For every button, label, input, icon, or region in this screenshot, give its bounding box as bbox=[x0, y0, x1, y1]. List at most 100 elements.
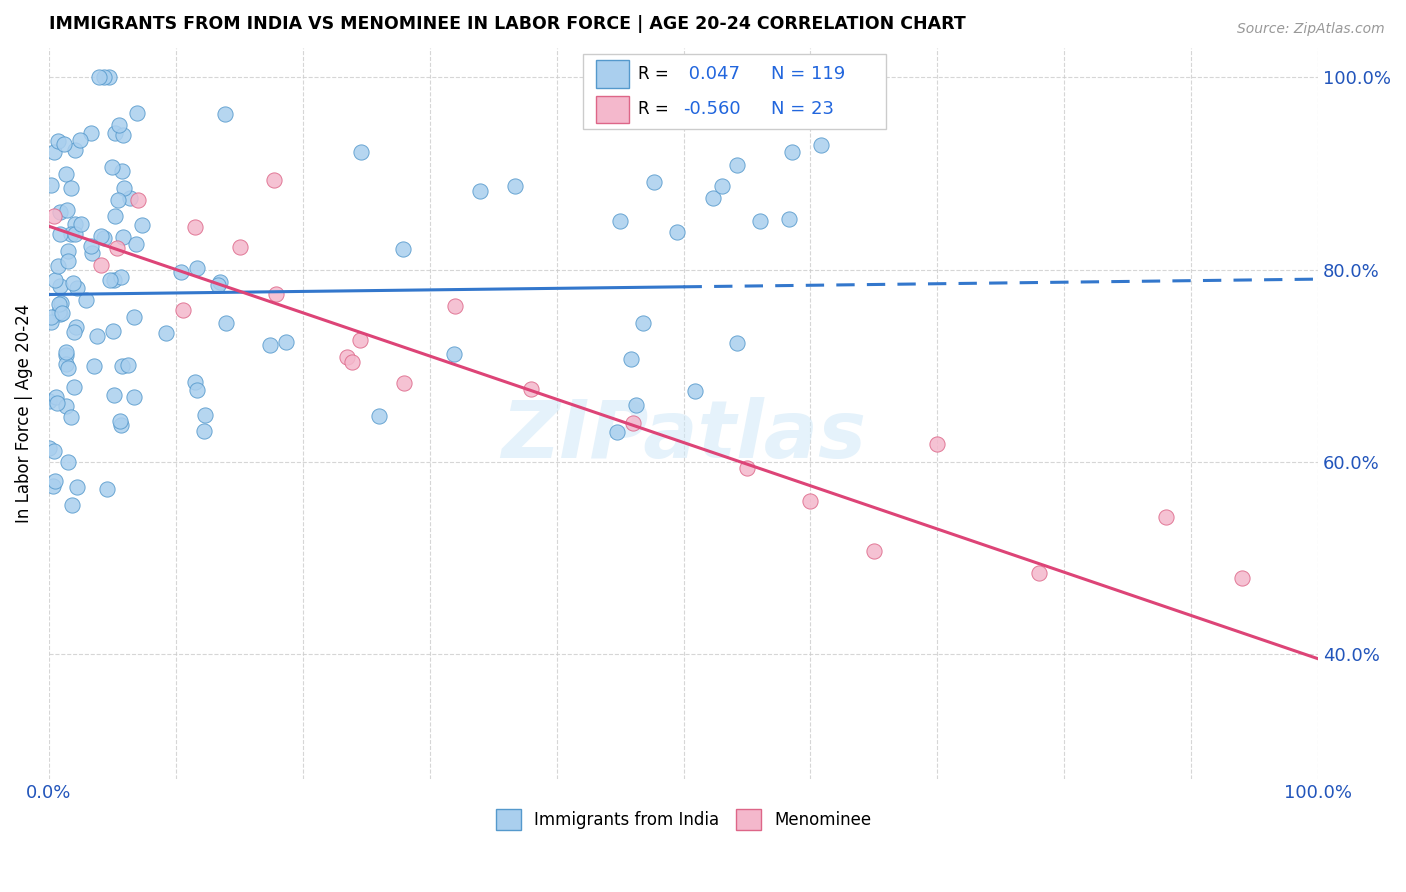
Point bbox=[63, 380, 86, 394]
Point bbox=[264, 287, 287, 301]
Text: Source: ZipAtlas.com: Source: ZipAtlas.com bbox=[1237, 22, 1385, 37]
Point bbox=[503, 178, 526, 193]
Point bbox=[60, 181, 83, 195]
Point bbox=[112, 181, 135, 195]
Point bbox=[620, 352, 643, 367]
Point bbox=[51, 306, 73, 320]
Point bbox=[65, 319, 87, 334]
Text: N = 119: N = 119 bbox=[770, 65, 845, 83]
Point bbox=[621, 416, 644, 430]
Point bbox=[60, 498, 83, 512]
Point bbox=[606, 425, 628, 439]
Point bbox=[44, 145, 66, 160]
Point bbox=[229, 240, 252, 254]
Point bbox=[101, 160, 124, 174]
Point bbox=[69, 133, 91, 147]
FancyBboxPatch shape bbox=[583, 54, 886, 129]
Point bbox=[110, 270, 132, 285]
Point bbox=[89, 70, 111, 85]
Point bbox=[349, 145, 371, 159]
Point bbox=[58, 455, 80, 469]
Point bbox=[207, 277, 229, 292]
Point bbox=[44, 475, 66, 489]
Point bbox=[394, 376, 416, 390]
Point bbox=[104, 126, 127, 140]
Point bbox=[443, 347, 465, 361]
Point bbox=[799, 493, 821, 508]
Point bbox=[56, 253, 79, 268]
Point bbox=[108, 118, 131, 132]
Point bbox=[117, 358, 139, 372]
Point bbox=[48, 227, 70, 241]
Point bbox=[49, 205, 72, 219]
Point bbox=[44, 273, 66, 287]
Point bbox=[111, 359, 134, 373]
Point bbox=[735, 460, 758, 475]
Point bbox=[725, 158, 748, 172]
Point bbox=[186, 261, 208, 276]
Point bbox=[63, 227, 86, 241]
Text: N = 23: N = 23 bbox=[770, 100, 834, 118]
Point bbox=[103, 388, 125, 402]
Text: R =: R = bbox=[638, 100, 669, 118]
Text: ZIPatlas: ZIPatlas bbox=[501, 397, 866, 475]
Point bbox=[96, 482, 118, 496]
Point bbox=[49, 278, 72, 293]
Point bbox=[112, 229, 135, 244]
Point bbox=[193, 424, 215, 438]
Y-axis label: In Labor Force | Age 20-24: In Labor Force | Age 20-24 bbox=[15, 304, 32, 524]
Point bbox=[49, 307, 72, 321]
Point bbox=[46, 135, 69, 149]
Point bbox=[927, 437, 949, 451]
Point bbox=[118, 191, 141, 205]
Point bbox=[80, 246, 103, 260]
Point bbox=[93, 231, 115, 245]
Point bbox=[108, 414, 131, 428]
Point bbox=[125, 237, 148, 252]
Point bbox=[41, 315, 63, 329]
Point bbox=[65, 218, 87, 232]
Point bbox=[58, 244, 80, 258]
Point bbox=[624, 398, 647, 412]
Point bbox=[702, 191, 724, 205]
Point bbox=[170, 265, 193, 279]
Point bbox=[172, 303, 194, 318]
Point bbox=[46, 259, 69, 273]
Point bbox=[215, 316, 238, 330]
Point bbox=[62, 276, 84, 290]
Point bbox=[643, 175, 665, 189]
Point bbox=[392, 242, 415, 256]
Point bbox=[810, 138, 832, 153]
Point bbox=[46, 396, 69, 410]
Point bbox=[48, 297, 70, 311]
Point bbox=[263, 172, 285, 186]
Point bbox=[105, 241, 128, 255]
Point bbox=[48, 305, 70, 319]
Point bbox=[111, 128, 134, 142]
Point bbox=[103, 324, 125, 338]
Point bbox=[90, 229, 112, 244]
Point bbox=[93, 70, 115, 85]
Point bbox=[56, 361, 79, 376]
Point bbox=[276, 334, 298, 349]
Point bbox=[42, 479, 65, 493]
Point bbox=[39, 178, 62, 193]
Point bbox=[55, 357, 77, 371]
Point bbox=[125, 106, 148, 120]
Point bbox=[1230, 571, 1253, 585]
Point bbox=[863, 543, 886, 558]
Point bbox=[631, 316, 654, 330]
Point bbox=[110, 418, 132, 433]
Point bbox=[80, 126, 103, 140]
FancyBboxPatch shape bbox=[596, 61, 628, 87]
Point bbox=[666, 225, 689, 239]
Point bbox=[725, 336, 748, 351]
Point bbox=[55, 399, 77, 413]
Point bbox=[55, 348, 77, 362]
Point bbox=[38, 442, 60, 456]
Point bbox=[184, 375, 207, 389]
Point bbox=[155, 326, 177, 340]
Point bbox=[62, 325, 84, 339]
Point bbox=[468, 184, 491, 198]
Point bbox=[122, 390, 145, 404]
